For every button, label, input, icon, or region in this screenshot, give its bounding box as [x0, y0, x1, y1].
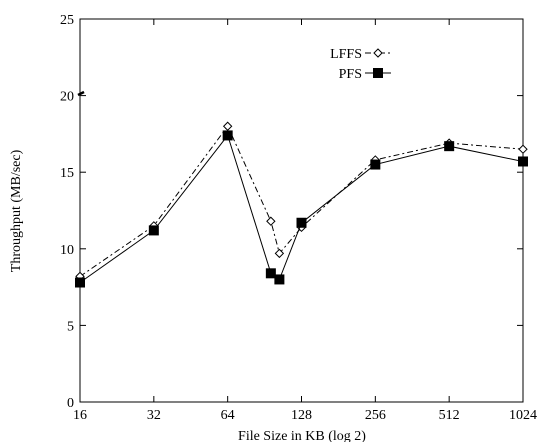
- data-point-pfs: [222, 130, 233, 141]
- data-point-pfs: [148, 225, 159, 236]
- data-point-pfs: [296, 217, 307, 228]
- data-point-lffs: [222, 121, 233, 131]
- x-tick-label: 32: [147, 408, 161, 423]
- data-point-pfs: [518, 156, 528, 167]
- y-tick-label: 25: [60, 13, 74, 28]
- series-group: [75, 121, 528, 288]
- tick-group: 16 32 64 128 256 512 1024 0 5 10 15 20 25: [60, 13, 537, 423]
- x-tick-label: 1024: [509, 408, 537, 423]
- data-point-pfs: [444, 141, 455, 152]
- x-tick-label: 64: [221, 408, 235, 423]
- x-tick-label: 512: [439, 408, 460, 423]
- x-tick-label: 256: [365, 408, 386, 423]
- series-line-pfs: [79, 134, 524, 283]
- x-tick-label: 128: [291, 408, 312, 423]
- legend-label-lffs: LFFS: [330, 47, 362, 62]
- data-point-lffs: [274, 248, 285, 259]
- y-tick-label: 20: [60, 90, 74, 105]
- x-axis-title: File Size in KB (log 2): [238, 429, 366, 442]
- legend-marker-lffs: [373, 48, 383, 58]
- axes: [77, 18, 524, 403]
- data-point-lffs: [518, 144, 528, 154]
- legend: LFFS PFS: [330, 47, 391, 82]
- series-line-lffs: [79, 125, 524, 277]
- data-point-pfs: [75, 277, 85, 288]
- legend-label-pfs: PFS: [339, 67, 362, 82]
- data-point-pfs: [370, 159, 381, 170]
- data-point-pfs: [274, 274, 285, 285]
- legend-marker-pfs: [373, 68, 383, 78]
- data-point-pfs: [265, 268, 276, 279]
- y-tick-label: 5: [67, 319, 74, 334]
- y-tick-label: 15: [60, 166, 74, 181]
- y-axis-title: Throughput (MB/sec): [9, 149, 24, 272]
- data-point-lffs: [266, 216, 276, 226]
- y-axis-break-mark: [77, 90, 85, 97]
- y-tick-label: 10: [60, 243, 74, 258]
- y-tick-label: 0: [67, 396, 74, 411]
- x-tick-label: 16: [73, 408, 87, 423]
- plot-frame: [79, 18, 524, 403]
